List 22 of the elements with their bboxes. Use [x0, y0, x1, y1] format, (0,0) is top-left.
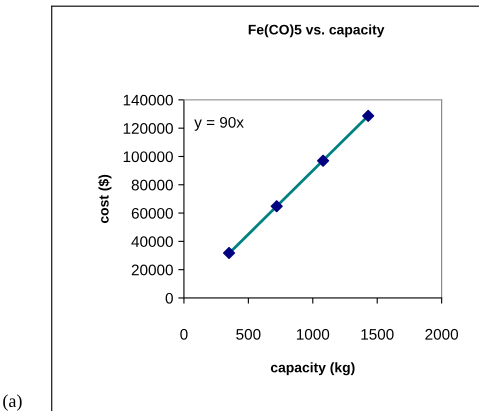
annotation: y = 90x [194, 116, 244, 131]
y-tick-label: 120000 [124, 123, 173, 134]
y-tick-label: 20000 [132, 264, 173, 276]
x-tick-label: 1000 [296, 328, 330, 340]
x-tick-label: 0 [180, 328, 188, 340]
x-tick-label: 2000 [425, 328, 458, 340]
x-tick-label: 500 [236, 328, 261, 340]
point [270, 200, 283, 212]
y-axis-title: cost ($) [98, 174, 112, 224]
chart-title: Fe(CO)5 vs. capacity [248, 24, 384, 38]
x-tick-label: 1500 [361, 328, 394, 340]
y-tick-label: 0 [166, 292, 173, 304]
y-tick-label: 40000 [131, 236, 173, 248]
x-axis-title: capacity (kg) [270, 362, 355, 376]
y-tick-label: 100000 [124, 151, 173, 162]
text: (a) [3, 394, 22, 411]
y-tick-label: 60000 [132, 208, 173, 219]
point [317, 154, 330, 167]
y-tick-label: 80000 [132, 180, 173, 190]
point [222, 246, 236, 260]
point [362, 110, 374, 122]
y-tick-label: 140000 [124, 94, 173, 106]
